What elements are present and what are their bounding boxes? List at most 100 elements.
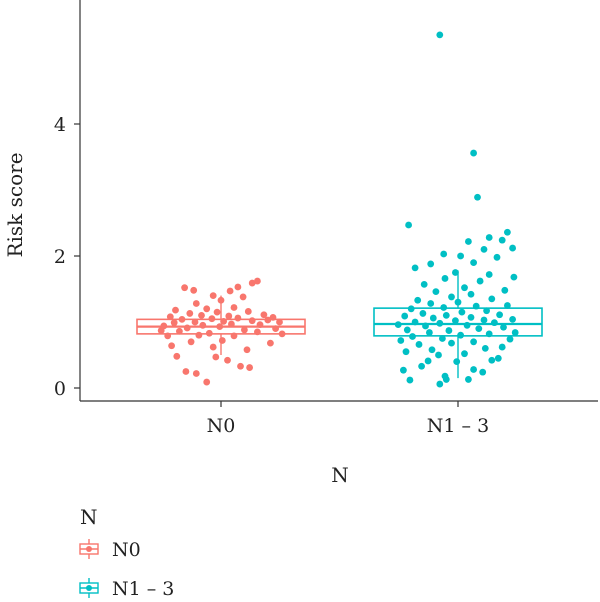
data-point xyxy=(494,354,502,362)
data-point xyxy=(470,149,477,157)
data-point xyxy=(476,277,484,285)
data-point xyxy=(509,244,516,252)
data-point xyxy=(218,337,226,344)
data-point xyxy=(509,315,516,323)
x-tick-label: N1 – 3 xyxy=(427,415,489,437)
y-tick-label: 0 xyxy=(54,378,66,400)
data-point xyxy=(415,341,423,348)
data-point xyxy=(226,287,234,295)
data-point xyxy=(267,339,274,347)
data-point xyxy=(178,315,186,323)
data-point xyxy=(260,311,268,319)
data-point xyxy=(397,337,405,344)
data-point xyxy=(465,376,472,383)
data-point xyxy=(467,290,475,298)
data-point xyxy=(488,356,496,364)
data-point xyxy=(213,308,221,316)
data-point xyxy=(458,308,466,316)
data-point xyxy=(491,319,498,327)
data-point xyxy=(195,331,203,339)
data-point xyxy=(170,319,178,327)
data-point xyxy=(465,238,472,245)
data-point xyxy=(475,325,483,332)
data-point xyxy=(248,279,256,287)
legend-key xyxy=(79,539,99,559)
axes: N Risk score 0 2 4 N0 N1 – 3 xyxy=(3,0,598,487)
data-point xyxy=(212,353,220,361)
legend-key-point xyxy=(86,546,92,552)
legend-key-point xyxy=(86,585,92,591)
data-point xyxy=(488,295,496,303)
data-point xyxy=(400,366,407,374)
data-point xyxy=(461,284,468,292)
data-point xyxy=(228,320,235,328)
data-point xyxy=(440,250,448,258)
legend-key xyxy=(79,578,99,598)
data-point xyxy=(239,293,247,301)
data-point xyxy=(439,335,446,342)
data-point xyxy=(406,376,414,384)
data-point xyxy=(463,321,471,329)
data-point xyxy=(254,277,261,285)
data-point xyxy=(457,331,464,339)
data-point xyxy=(220,317,228,325)
data-point xyxy=(436,380,444,388)
data-point xyxy=(234,314,242,322)
data-point xyxy=(480,246,488,253)
data-point xyxy=(429,314,437,322)
data-point xyxy=(403,326,411,334)
y-axis-title: Risk score xyxy=(3,152,27,257)
data-point xyxy=(173,352,181,360)
data-point xyxy=(453,358,461,365)
data-point xyxy=(246,364,254,371)
data-point xyxy=(427,300,435,307)
data-point xyxy=(208,315,216,323)
data-point xyxy=(461,350,468,358)
data-point xyxy=(470,259,477,266)
data-point xyxy=(181,284,189,292)
data-point xyxy=(237,362,244,370)
data-point xyxy=(401,312,409,320)
data-point xyxy=(230,332,238,340)
data-point xyxy=(418,362,425,370)
data-point xyxy=(402,348,410,356)
data-point xyxy=(272,325,279,332)
data-point xyxy=(485,330,493,338)
data-point xyxy=(256,321,264,329)
data-point xyxy=(504,302,511,309)
data-point xyxy=(457,252,464,260)
data-point xyxy=(203,305,211,313)
legend-title: N xyxy=(80,505,98,529)
data-point xyxy=(472,302,480,310)
data-point xyxy=(254,328,261,336)
data-point xyxy=(209,292,217,299)
legend-label: N1 – 3 xyxy=(112,578,174,600)
data-point xyxy=(427,260,435,268)
data-point xyxy=(157,327,165,334)
data-point xyxy=(394,321,402,329)
data-point xyxy=(166,313,174,321)
data-point xyxy=(510,273,518,281)
data-point xyxy=(407,305,415,313)
data-point xyxy=(217,296,225,304)
data-point xyxy=(248,317,256,325)
x-tick-label: N0 xyxy=(207,415,236,437)
data-point xyxy=(454,298,462,306)
data-point xyxy=(419,310,427,317)
legend: N N0 N1 – 3 xyxy=(79,505,174,600)
data-point xyxy=(424,357,432,365)
data-point xyxy=(496,311,503,319)
data-point xyxy=(225,312,233,320)
data-point xyxy=(216,323,224,331)
data-point xyxy=(428,346,436,354)
data-point xyxy=(448,339,455,347)
data-point xyxy=(420,280,428,288)
data-point xyxy=(485,271,493,278)
data-point xyxy=(479,368,487,376)
points-group xyxy=(394,31,519,388)
data-point xyxy=(422,322,429,330)
data-point xyxy=(244,308,252,315)
data-point xyxy=(411,264,419,272)
data-point xyxy=(409,333,416,340)
